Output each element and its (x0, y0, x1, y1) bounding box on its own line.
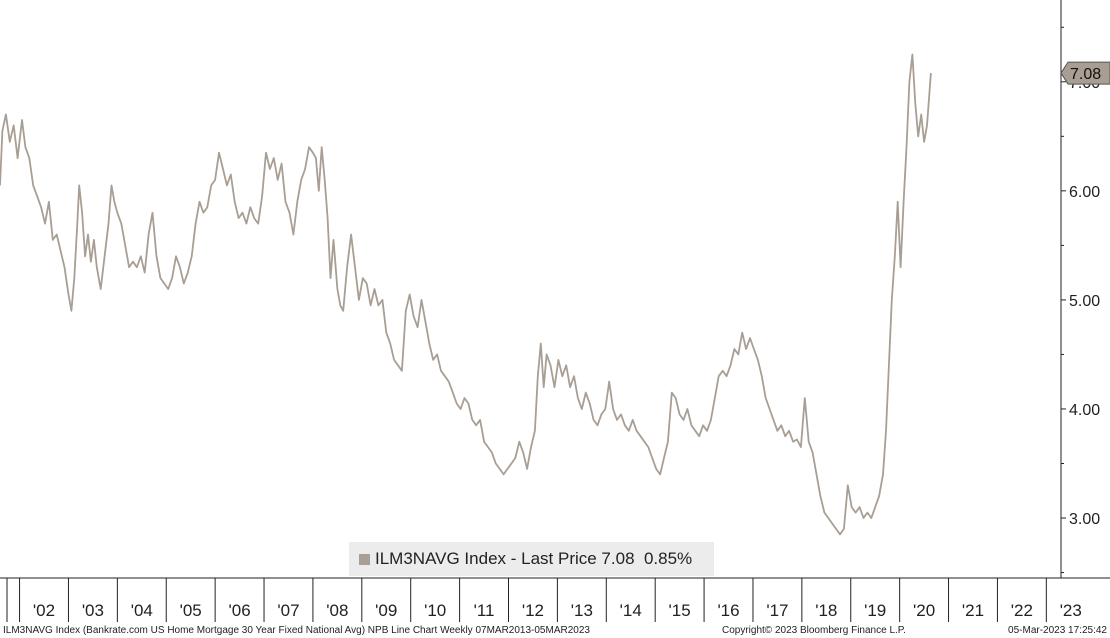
x-tick-label: '19 (864, 601, 886, 620)
x-tick-label: '10 (424, 601, 446, 620)
x-axis: '02 '03 '04 '05 '06 '07 '08 '09 '10 '11 '12 '13 '14 '… (0, 577, 1110, 622)
x-tick-label: '20 (913, 601, 935, 620)
last-price-tag-text: 7.08 (1070, 66, 1101, 83)
x-tick-label: '05 (180, 601, 202, 620)
x-tick-label: '21 (962, 601, 984, 620)
y-axis: 3.004.005.006.007.00 (1060, 0, 1100, 578)
y-tick-label: 4.00 (1069, 402, 1100, 419)
x-tick-label: '16 (717, 601, 739, 620)
x-tick-label: '02 (33, 601, 55, 620)
x-tick-label: '14 (620, 601, 642, 620)
x-tick-label: '06 (229, 601, 251, 620)
footer-copyright: Copyright© 2023 Bloomberg Finance L.P. (722, 625, 906, 636)
last-price-tag-shape (1060, 61, 1110, 85)
x-tick-label: '11 (474, 601, 495, 620)
x-tick-label: '08 (326, 601, 348, 620)
last-price-tag: 7.08 (1060, 61, 1110, 85)
legend-label: ILM3NAVG Index - Last Price 7.08 0.85% (375, 549, 693, 568)
x-tick-label: '17 (766, 601, 788, 620)
legend-swatch (359, 553, 370, 565)
legend: ILM3NAVG Index - Last Price 7.08 0.85% (349, 542, 714, 576)
x-tick-label: '22 (1011, 601, 1033, 620)
x-tick-label: '03 (82, 601, 104, 620)
y-tick-label: 6.00 (1069, 184, 1100, 201)
x-tick-label: '09 (375, 601, 397, 620)
x-tick-label: '13 (571, 601, 593, 620)
y-tick-label: 5.00 (1069, 293, 1100, 310)
x-tick-label: '04 (131, 601, 153, 620)
series-line (0, 53, 932, 536)
x-tick-label: '15 (669, 601, 691, 620)
footer-description: ILM3NAVG Index (Bankrate.com US Home Mor… (3, 625, 590, 636)
x-tick-label: '12 (522, 601, 544, 620)
footer-timestamp: 05-Mar-2023 17:25:42 (1008, 625, 1107, 636)
x-tick-label: '07 (277, 601, 299, 620)
x-tick-label: '23 (1060, 601, 1082, 620)
y-tick-label: 3.00 (1069, 511, 1100, 528)
x-tick-label: '18 (815, 601, 837, 620)
